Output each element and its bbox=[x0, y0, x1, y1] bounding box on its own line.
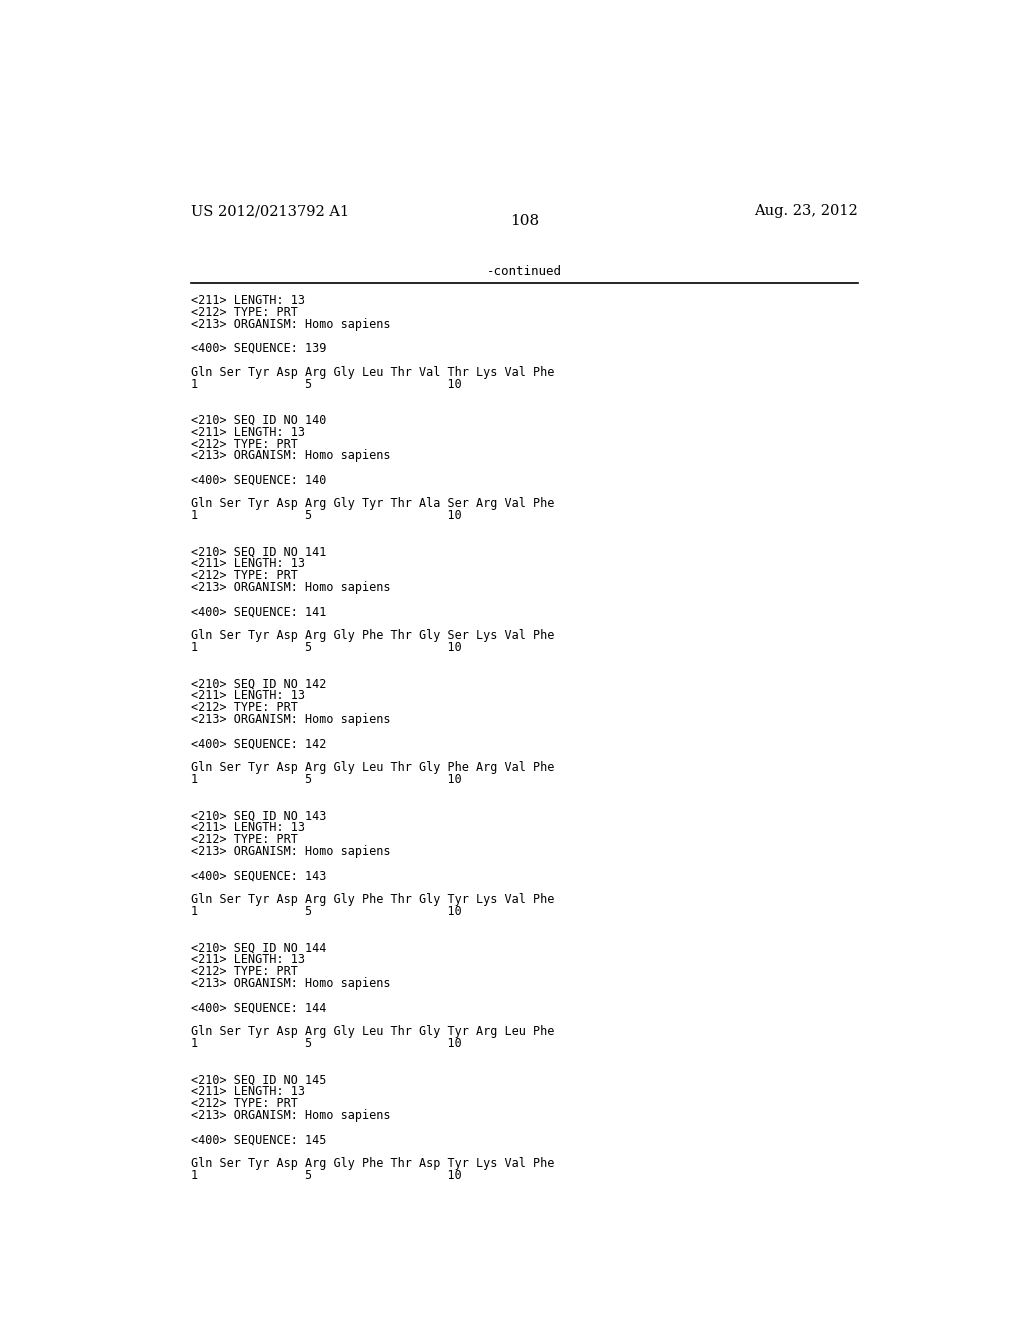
Text: 1               5                   10: 1 5 10 bbox=[191, 774, 462, 787]
Text: <212> TYPE: PRT: <212> TYPE: PRT bbox=[191, 569, 298, 582]
Text: <212> TYPE: PRT: <212> TYPE: PRT bbox=[191, 833, 298, 846]
Text: <210> SEQ ID NO 144: <210> SEQ ID NO 144 bbox=[191, 941, 327, 954]
Text: <400> SEQUENCE: 144: <400> SEQUENCE: 144 bbox=[191, 1001, 327, 1014]
Text: Gln Ser Tyr Asp Arg Gly Phe Thr Asp Tyr Lys Val Phe: Gln Ser Tyr Asp Arg Gly Phe Thr Asp Tyr … bbox=[191, 1158, 555, 1170]
Text: 1               5                   10: 1 5 10 bbox=[191, 378, 462, 391]
Text: 108: 108 bbox=[510, 214, 540, 228]
Text: <212> TYPE: PRT: <212> TYPE: PRT bbox=[191, 701, 298, 714]
Text: <213> ORGANISM: Homo sapiens: <213> ORGANISM: Homo sapiens bbox=[191, 845, 391, 858]
Text: <210> SEQ ID NO 140: <210> SEQ ID NO 140 bbox=[191, 413, 327, 426]
Text: <212> TYPE: PRT: <212> TYPE: PRT bbox=[191, 1097, 298, 1110]
Text: <213> ORGANISM: Homo sapiens: <213> ORGANISM: Homo sapiens bbox=[191, 977, 391, 990]
Text: 1               5                   10: 1 5 10 bbox=[191, 510, 462, 523]
Text: <213> ORGANISM: Homo sapiens: <213> ORGANISM: Homo sapiens bbox=[191, 1109, 391, 1122]
Text: <211> LENGTH: 13: <211> LENGTH: 13 bbox=[191, 557, 305, 570]
Text: <400> SEQUENCE: 142: <400> SEQUENCE: 142 bbox=[191, 738, 327, 750]
Text: 1               5                   10: 1 5 10 bbox=[191, 906, 462, 919]
Text: <212> TYPE: PRT: <212> TYPE: PRT bbox=[191, 965, 298, 978]
Text: Gln Ser Tyr Asp Arg Gly Phe Thr Gly Ser Lys Val Phe: Gln Ser Tyr Asp Arg Gly Phe Thr Gly Ser … bbox=[191, 630, 555, 643]
Text: <210> SEQ ID NO 142: <210> SEQ ID NO 142 bbox=[191, 677, 327, 690]
Text: <400> SEQUENCE: 141: <400> SEQUENCE: 141 bbox=[191, 606, 327, 618]
Text: 1               5                   10: 1 5 10 bbox=[191, 1170, 462, 1183]
Text: 1               5                   10: 1 5 10 bbox=[191, 1038, 462, 1051]
Text: <212> TYPE: PRT: <212> TYPE: PRT bbox=[191, 437, 298, 450]
Text: <213> ORGANISM: Homo sapiens: <213> ORGANISM: Homo sapiens bbox=[191, 581, 391, 594]
Text: <211> LENGTH: 13: <211> LENGTH: 13 bbox=[191, 1085, 305, 1098]
Text: <212> TYPE: PRT: <212> TYPE: PRT bbox=[191, 305, 298, 318]
Text: <211> LENGTH: 13: <211> LENGTH: 13 bbox=[191, 425, 305, 438]
Text: <211> LENGTH: 13: <211> LENGTH: 13 bbox=[191, 821, 305, 834]
Text: <213> ORGANISM: Homo sapiens: <213> ORGANISM: Homo sapiens bbox=[191, 713, 391, 726]
Text: <400> SEQUENCE: 143: <400> SEQUENCE: 143 bbox=[191, 870, 327, 882]
Text: Gln Ser Tyr Asp Arg Gly Leu Thr Gly Tyr Arg Leu Phe: Gln Ser Tyr Asp Arg Gly Leu Thr Gly Tyr … bbox=[191, 1026, 555, 1039]
Text: <213> ORGANISM: Homo sapiens: <213> ORGANISM: Homo sapiens bbox=[191, 318, 391, 330]
Text: 1               5                   10: 1 5 10 bbox=[191, 642, 462, 655]
Text: <211> LENGTH: 13: <211> LENGTH: 13 bbox=[191, 689, 305, 702]
Text: US 2012/0213792 A1: US 2012/0213792 A1 bbox=[191, 205, 349, 218]
Text: Gln Ser Tyr Asp Arg Gly Leu Thr Val Thr Lys Val Phe: Gln Ser Tyr Asp Arg Gly Leu Thr Val Thr … bbox=[191, 366, 555, 379]
Text: Gln Ser Tyr Asp Arg Gly Tyr Thr Ala Ser Arg Val Phe: Gln Ser Tyr Asp Arg Gly Tyr Thr Ala Ser … bbox=[191, 498, 555, 511]
Text: <210> SEQ ID NO 145: <210> SEQ ID NO 145 bbox=[191, 1073, 327, 1086]
Text: -continued: -continued bbox=[487, 265, 562, 279]
Text: <400> SEQUENCE: 139: <400> SEQUENCE: 139 bbox=[191, 342, 327, 355]
Text: <400> SEQUENCE: 140: <400> SEQUENCE: 140 bbox=[191, 474, 327, 487]
Text: <213> ORGANISM: Homo sapiens: <213> ORGANISM: Homo sapiens bbox=[191, 450, 391, 462]
Text: <400> SEQUENCE: 145: <400> SEQUENCE: 145 bbox=[191, 1133, 327, 1146]
Text: <210> SEQ ID NO 143: <210> SEQ ID NO 143 bbox=[191, 809, 327, 822]
Text: Gln Ser Tyr Asp Arg Gly Phe Thr Gly Tyr Lys Val Phe: Gln Ser Tyr Asp Arg Gly Phe Thr Gly Tyr … bbox=[191, 894, 555, 907]
Text: Gln Ser Tyr Asp Arg Gly Leu Thr Gly Phe Arg Val Phe: Gln Ser Tyr Asp Arg Gly Leu Thr Gly Phe … bbox=[191, 762, 555, 775]
Text: <211> LENGTH: 13: <211> LENGTH: 13 bbox=[191, 293, 305, 306]
Text: <211> LENGTH: 13: <211> LENGTH: 13 bbox=[191, 953, 305, 966]
Text: <210> SEQ ID NO 141: <210> SEQ ID NO 141 bbox=[191, 545, 327, 558]
Text: Aug. 23, 2012: Aug. 23, 2012 bbox=[755, 205, 858, 218]
